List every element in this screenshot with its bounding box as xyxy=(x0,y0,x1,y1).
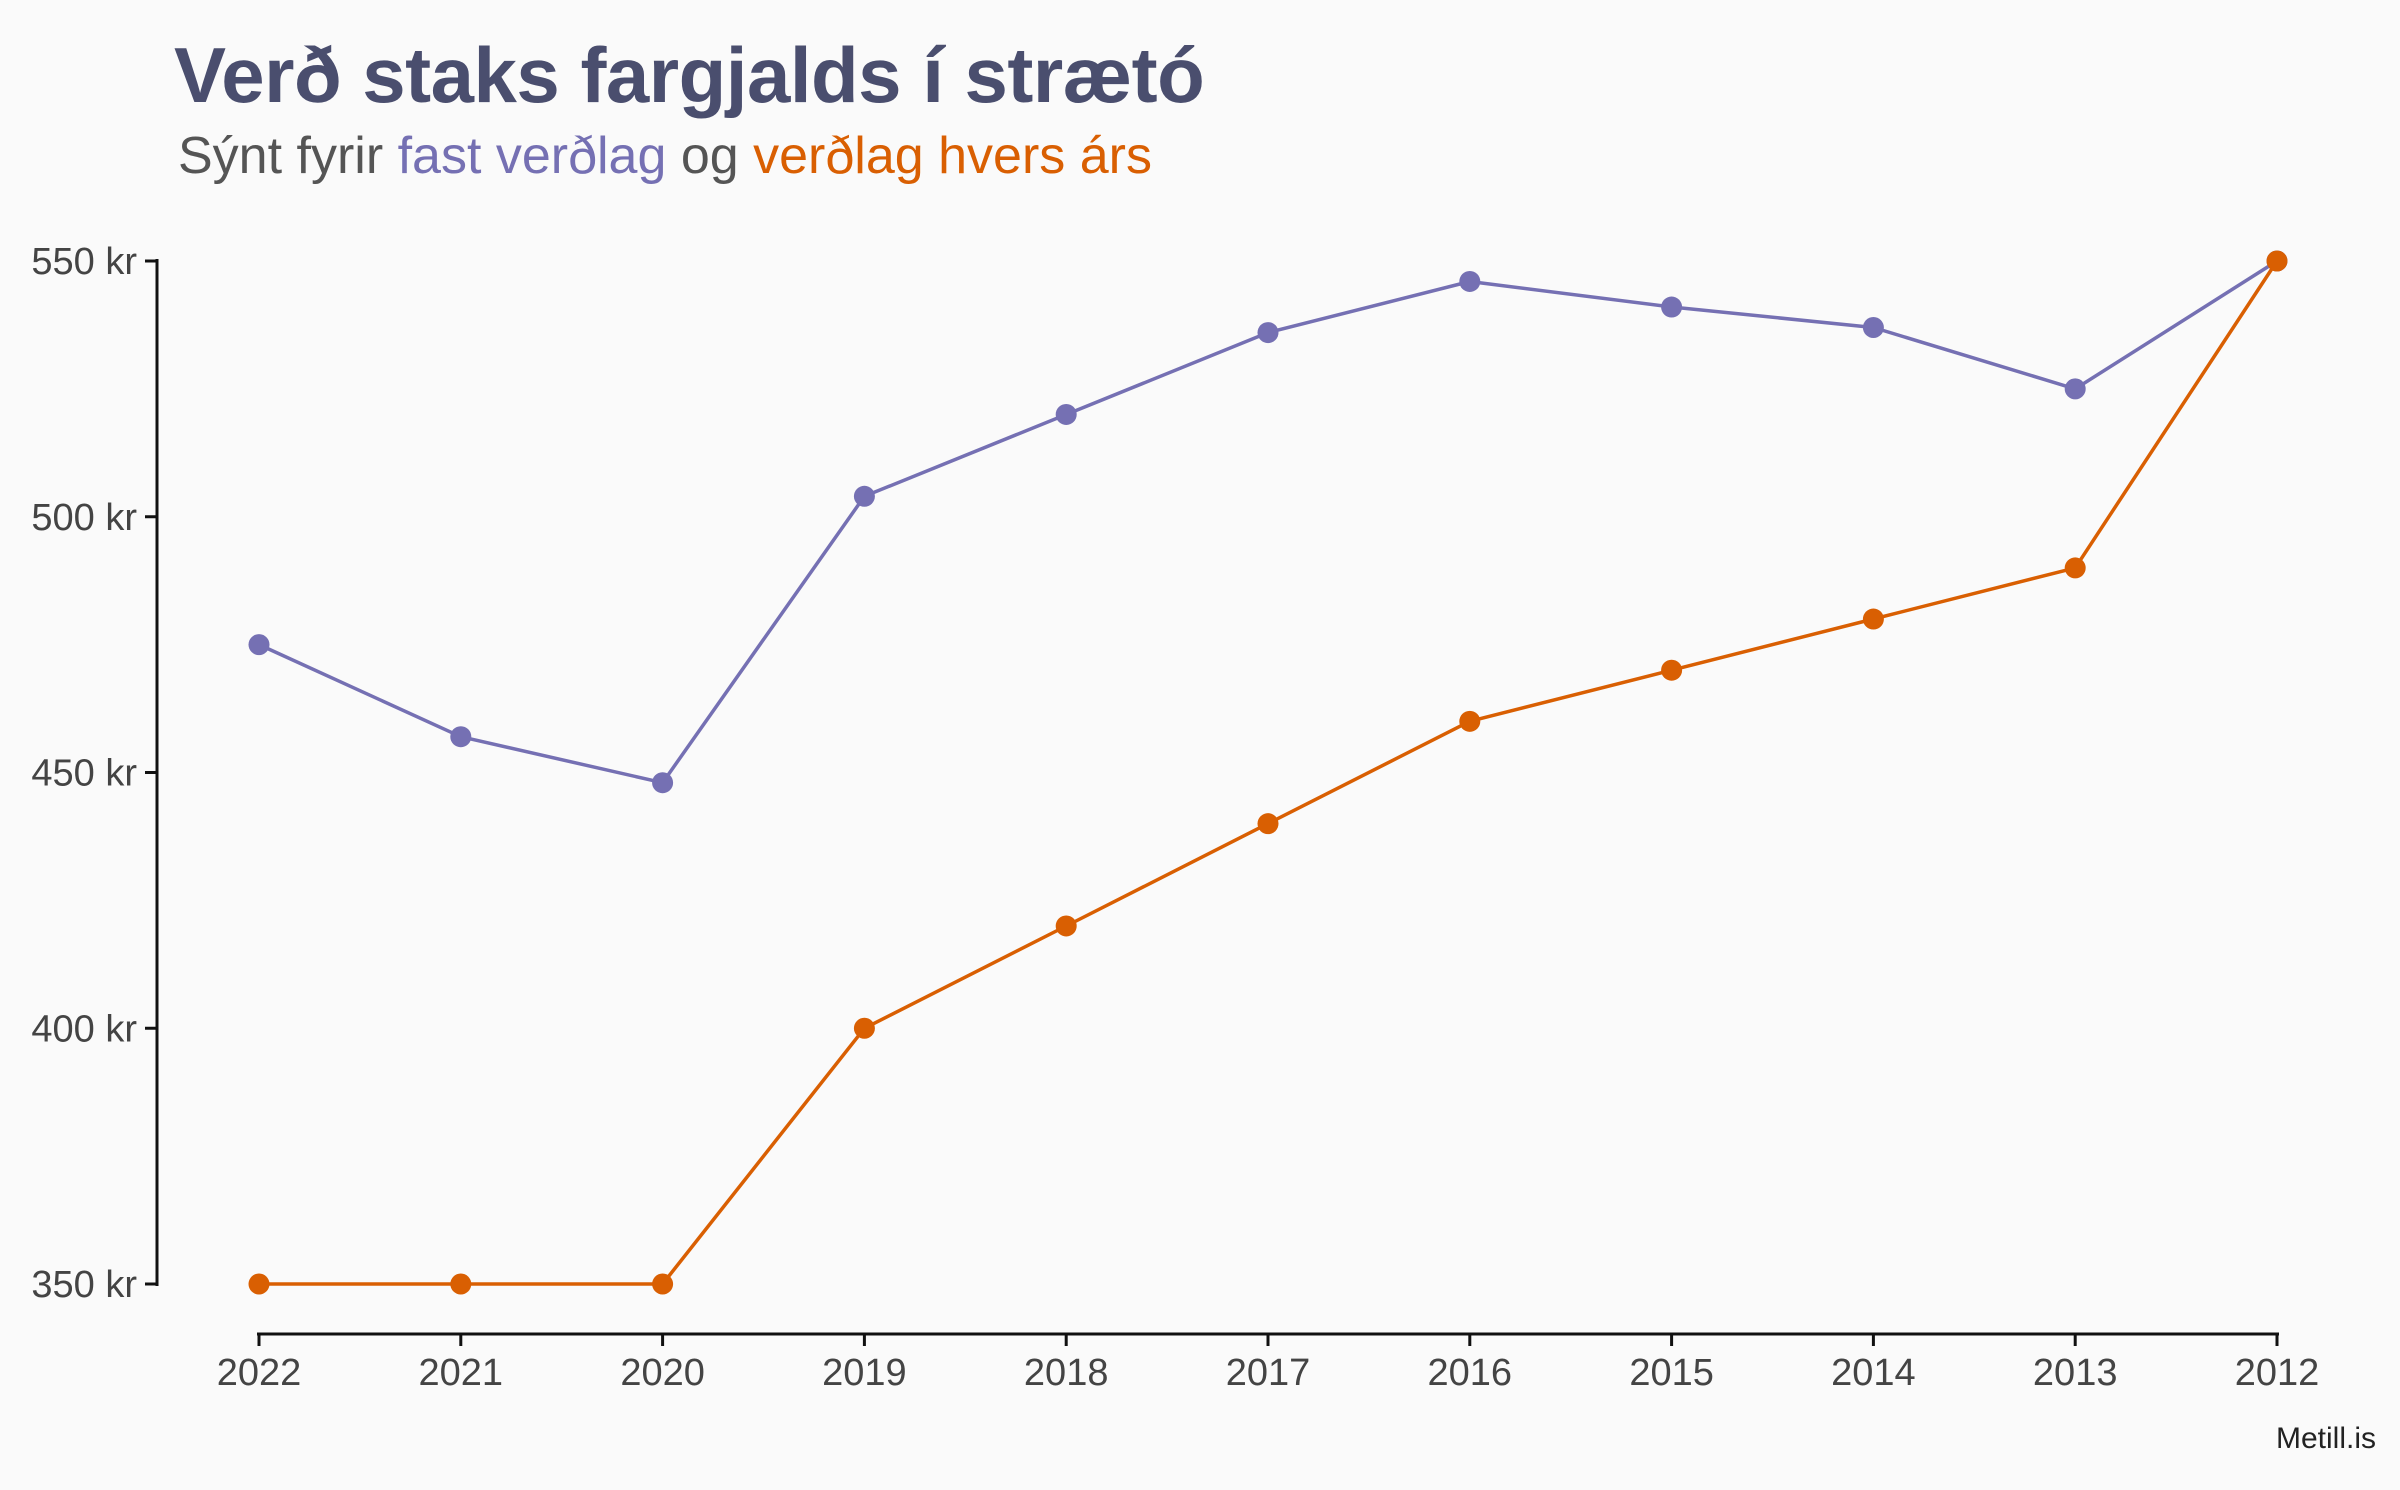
data-point-fixed-price xyxy=(1055,403,1077,425)
data-point-fixed-price xyxy=(2064,378,2086,400)
data-point-nominal-price xyxy=(1661,659,1683,681)
data-point-nominal-price xyxy=(1055,915,1077,937)
y-tick-label: 400 kr xyxy=(31,1008,137,1050)
data-point-fixed-price xyxy=(1862,316,1884,338)
data-point-fixed-price xyxy=(652,772,674,794)
y-tick-label: 550 kr xyxy=(31,241,137,283)
chart-subtitle: Sýnt fyrir fast verðlag og verðlag hvers… xyxy=(178,126,1152,186)
data-point-fixed-price xyxy=(1459,270,1481,292)
source-credit: Metill.is xyxy=(2275,1422,2376,1455)
subtitle-prefix: Sýnt fyrir xyxy=(178,127,398,185)
data-point-fixed-price xyxy=(248,634,270,656)
data-point-nominal-price xyxy=(248,1273,270,1295)
data-point-nominal-price xyxy=(2064,557,2086,579)
data-point-nominal-price xyxy=(1862,608,1884,630)
subtitle-series1-label: fast verðlag xyxy=(397,127,667,185)
x-tick-label: 2020 xyxy=(620,1352,705,1394)
data-point-fixed-price xyxy=(853,485,875,507)
chart-title: Verð staks fargjalds í strætó xyxy=(174,31,1205,119)
chart-series xyxy=(248,250,2288,1295)
data-point-nominal-price xyxy=(853,1017,875,1039)
series-line-nominal-price xyxy=(259,260,2279,1286)
data-point-fixed-price xyxy=(450,726,472,748)
y-tick-label: 500 kr xyxy=(31,497,137,539)
x-tick-label: 2013 xyxy=(2033,1352,2118,1394)
x-tick-label: 2022 xyxy=(217,1352,302,1394)
y-tick-label: 450 kr xyxy=(31,753,137,795)
data-point-nominal-price xyxy=(1257,813,1279,835)
data-point-fixed-price xyxy=(1257,322,1279,344)
data-point-nominal-price xyxy=(450,1273,472,1295)
data-point-nominal-price xyxy=(2266,250,2288,272)
data-point-fixed-price xyxy=(1661,296,1683,318)
y-tick-label: 350 kr xyxy=(31,1264,137,1306)
subtitle-series2-label: verðlag hvers árs xyxy=(753,127,1152,185)
chart-axes: 350 kr 400 kr 450 kr 500 kr 550 kr 2022 2021 20… xyxy=(31,241,2319,1394)
x-tick-label: 2018 xyxy=(1024,1352,1109,1394)
data-point-nominal-price xyxy=(1459,710,1481,732)
x-tick-label: 2021 xyxy=(419,1352,504,1394)
data-point-nominal-price xyxy=(652,1273,674,1295)
x-tick-label: 2012 xyxy=(2235,1352,2320,1394)
x-tick-label: 2016 xyxy=(1428,1352,1513,1394)
x-tick-label: 2014 xyxy=(1831,1352,1916,1394)
subtitle-connector: og xyxy=(666,127,754,185)
x-tick-label: 2019 xyxy=(822,1352,907,1394)
x-tick-label: 2017 xyxy=(1226,1352,1311,1394)
x-tick-label: 2015 xyxy=(1629,1352,1714,1394)
